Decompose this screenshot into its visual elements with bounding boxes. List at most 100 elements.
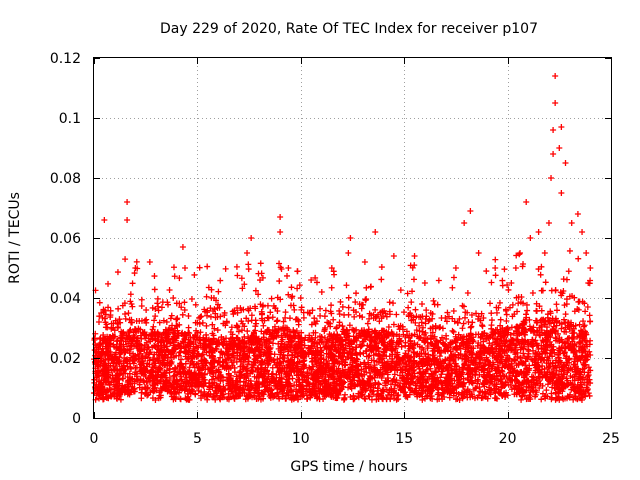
data-point bbox=[154, 295, 161, 302]
data-point bbox=[156, 319, 163, 326]
data-point bbox=[468, 311, 475, 318]
data-point bbox=[419, 300, 426, 307]
data-point bbox=[158, 304, 165, 311]
data-point bbox=[199, 319, 206, 326]
data-point bbox=[179, 311, 186, 318]
data-point bbox=[192, 301, 199, 308]
data-point bbox=[331, 271, 338, 278]
data-point bbox=[268, 295, 275, 302]
data-point bbox=[217, 313, 224, 320]
data-point bbox=[181, 299, 188, 306]
data-point bbox=[163, 318, 170, 325]
data-point bbox=[185, 312, 192, 319]
data-point bbox=[276, 260, 283, 267]
data-point bbox=[524, 307, 531, 314]
data-point bbox=[152, 313, 159, 320]
data-point bbox=[313, 279, 320, 286]
data-point bbox=[435, 277, 442, 284]
data-point bbox=[450, 308, 457, 315]
data-point bbox=[542, 279, 549, 286]
data-point bbox=[238, 275, 245, 282]
data-point bbox=[204, 263, 211, 270]
data-point bbox=[483, 268, 490, 275]
data-point bbox=[288, 284, 295, 291]
data-point bbox=[138, 395, 145, 402]
data-point bbox=[235, 328, 242, 335]
data-point bbox=[449, 327, 456, 334]
data-point bbox=[339, 323, 346, 330]
data-point bbox=[170, 294, 177, 301]
data-point bbox=[462, 314, 469, 321]
data-point bbox=[450, 274, 457, 281]
data-point bbox=[386, 299, 393, 306]
data-point bbox=[105, 280, 112, 287]
data-point bbox=[145, 354, 152, 361]
data-point bbox=[290, 302, 297, 309]
data-point bbox=[304, 395, 311, 402]
data-point bbox=[575, 298, 582, 305]
data-point bbox=[222, 265, 229, 272]
data-point bbox=[529, 289, 536, 296]
data-point bbox=[138, 302, 145, 309]
data-point bbox=[248, 312, 255, 319]
data-point bbox=[122, 315, 129, 322]
data-point bbox=[562, 311, 569, 318]
data-point bbox=[543, 387, 550, 394]
data-point bbox=[300, 314, 307, 321]
data-point bbox=[312, 274, 319, 281]
data-point bbox=[264, 314, 271, 321]
data-point bbox=[553, 301, 560, 308]
data-points bbox=[91, 73, 594, 403]
data-point bbox=[459, 325, 466, 332]
data-point bbox=[328, 302, 335, 309]
data-point bbox=[127, 291, 134, 298]
data-point bbox=[563, 276, 570, 283]
data-point bbox=[503, 311, 510, 318]
data-point bbox=[486, 300, 493, 307]
data-point bbox=[505, 286, 512, 293]
data-point bbox=[368, 283, 375, 290]
data-point bbox=[104, 324, 111, 331]
data-point bbox=[509, 301, 516, 308]
data-point bbox=[274, 317, 281, 324]
data-point bbox=[552, 287, 559, 294]
data-point bbox=[294, 268, 301, 275]
data-point bbox=[410, 276, 417, 283]
data-point bbox=[309, 307, 316, 314]
data-point bbox=[508, 280, 515, 287]
data-point bbox=[412, 319, 419, 326]
data-point bbox=[337, 298, 344, 305]
data-point bbox=[276, 278, 283, 285]
data-point bbox=[143, 307, 150, 314]
data-point bbox=[446, 394, 453, 401]
chart-title: Day 229 of 2020, Rate Of TEC Index for r… bbox=[160, 21, 538, 37]
data-point bbox=[413, 327, 420, 334]
data-point bbox=[488, 279, 495, 286]
data-point bbox=[353, 290, 360, 297]
data-point bbox=[363, 284, 370, 291]
data-point bbox=[587, 318, 594, 325]
data-point bbox=[575, 255, 582, 262]
data-point bbox=[317, 305, 324, 312]
data-point bbox=[345, 304, 352, 311]
data-point bbox=[214, 327, 221, 334]
data-point bbox=[402, 342, 409, 349]
data-point bbox=[115, 305, 122, 312]
data-point bbox=[170, 264, 177, 271]
data-point bbox=[291, 306, 298, 313]
data-point bbox=[539, 287, 546, 294]
data-point bbox=[423, 307, 430, 314]
data-point bbox=[412, 306, 419, 313]
data-point bbox=[566, 247, 573, 254]
data-point bbox=[538, 396, 545, 403]
data-point bbox=[207, 313, 214, 320]
data-point bbox=[133, 258, 140, 265]
data-point bbox=[260, 322, 267, 329]
data-point bbox=[419, 324, 426, 331]
data-point bbox=[497, 316, 504, 323]
data-point bbox=[580, 318, 587, 325]
data-point bbox=[203, 322, 210, 329]
data-point bbox=[345, 294, 352, 301]
data-point bbox=[191, 271, 198, 278]
data-point bbox=[274, 389, 281, 396]
